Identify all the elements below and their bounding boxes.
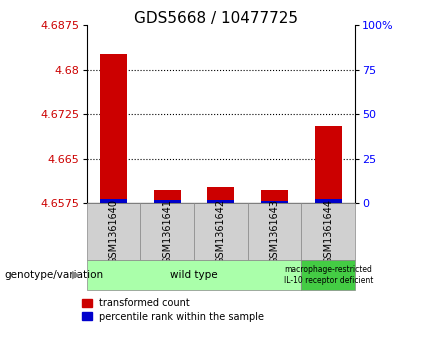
- Bar: [301, 260, 355, 290]
- Bar: [87, 203, 140, 260]
- Text: GSM1361640: GSM1361640: [108, 199, 119, 264]
- Bar: [261, 201, 288, 203]
- Bar: [140, 203, 194, 260]
- Bar: [315, 126, 342, 203]
- Bar: [100, 199, 127, 203]
- Text: GSM1361642: GSM1361642: [216, 199, 226, 264]
- Legend: transformed count, percentile rank within the sample: transformed count, percentile rank withi…: [78, 294, 268, 326]
- Text: GSM1361641: GSM1361641: [162, 199, 172, 264]
- Bar: [154, 200, 181, 203]
- Text: macrophage-restricted
IL-10 receptor deficient: macrophage-restricted IL-10 receptor def…: [284, 265, 373, 285]
- Text: GSM1361644: GSM1361644: [323, 199, 333, 264]
- Text: ▶: ▶: [71, 270, 80, 280]
- Text: GDS5668 / 10477725: GDS5668 / 10477725: [135, 11, 298, 26]
- Bar: [154, 189, 181, 203]
- Text: genotype/variation: genotype/variation: [4, 270, 103, 280]
- Bar: [248, 203, 301, 260]
- Bar: [301, 203, 355, 260]
- Bar: [261, 189, 288, 203]
- Bar: [100, 54, 127, 203]
- Bar: [87, 260, 301, 290]
- Bar: [315, 199, 342, 203]
- Bar: [194, 203, 248, 260]
- Bar: [207, 187, 234, 203]
- Text: GSM1361643: GSM1361643: [269, 199, 280, 264]
- Bar: [207, 200, 234, 203]
- Text: wild type: wild type: [170, 270, 218, 280]
